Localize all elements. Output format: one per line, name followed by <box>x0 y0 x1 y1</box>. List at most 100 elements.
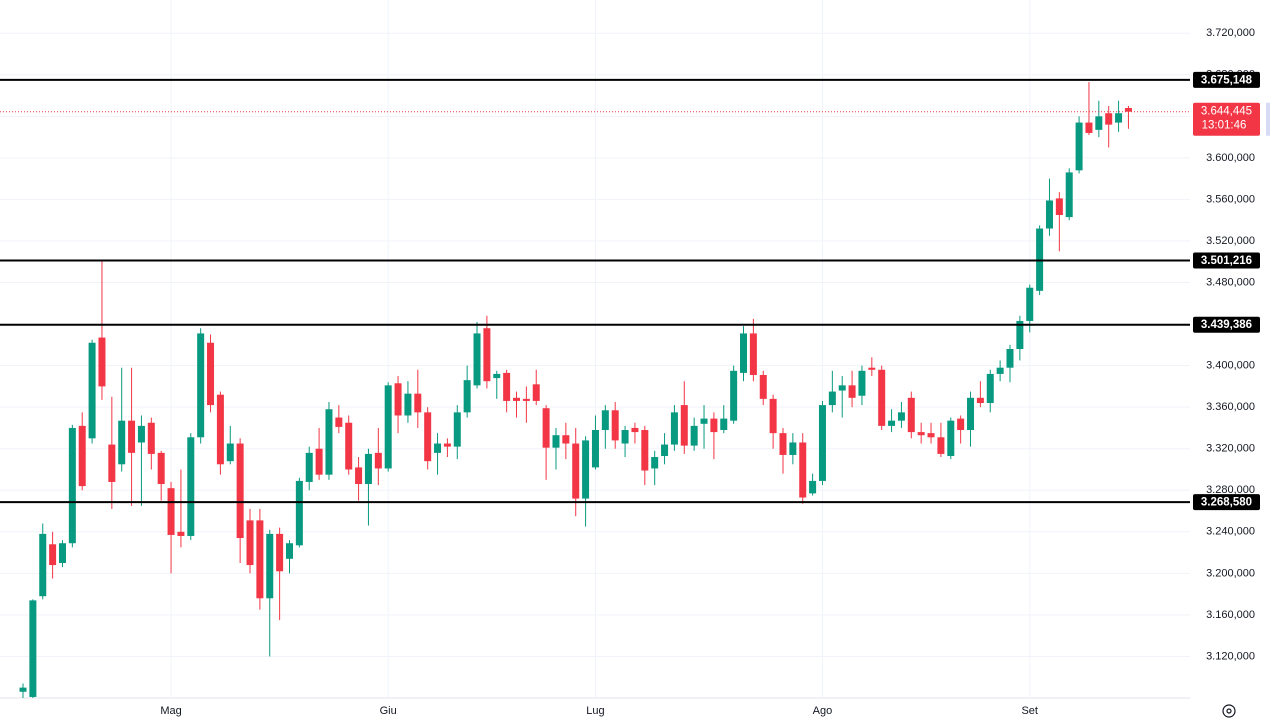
marks <box>19 82 1132 698</box>
y-tick-label: 3.200,000 <box>1206 567 1255 579</box>
candle-body <box>1006 349 1014 368</box>
candle-body <box>858 370 866 396</box>
candle-body <box>700 418 708 424</box>
x-tick-label: Lug <box>586 705 604 717</box>
candle-body <box>680 405 688 446</box>
candle-body <box>1055 198 1063 216</box>
y-tick-label: 3.240,000 <box>1206 526 1255 538</box>
candle-body <box>246 520 254 566</box>
candle-body <box>1045 200 1053 229</box>
candle-body <box>58 543 66 563</box>
y-tick-label: 3.520,000 <box>1206 235 1255 247</box>
candle-body <box>1124 108 1132 112</box>
candle-body <box>1065 172 1073 218</box>
candle-body <box>937 437 945 454</box>
candle-body <box>285 543 293 559</box>
candle-body <box>621 430 629 444</box>
candle-body <box>256 520 264 599</box>
candle-body <box>779 433 787 455</box>
candle-body <box>917 432 925 436</box>
candle-body <box>266 533 274 599</box>
candle-body <box>177 531 185 536</box>
candle-body <box>394 383 402 416</box>
candle-body <box>927 433 935 438</box>
candle-body <box>295 480 303 546</box>
candle-body <box>187 437 195 536</box>
y-tick-label: 3.400,000 <box>1206 360 1255 372</box>
y-tick-label: 3.280,000 <box>1206 484 1255 496</box>
candle-body <box>661 444 669 456</box>
candle-body <box>967 397 975 431</box>
candle-body <box>424 412 432 462</box>
candle-body <box>897 412 905 421</box>
candle-body <box>207 342 215 406</box>
x-tick-label: Set <box>1021 705 1038 717</box>
candle-body <box>503 372 511 401</box>
candle-body <box>947 420 955 456</box>
candle-body <box>216 394 224 465</box>
candle-body <box>730 370 738 421</box>
y-tick-label: 3.360,000 <box>1206 401 1255 413</box>
settings-icon[interactable] <box>1222 704 1236 718</box>
candle-body <box>414 393 422 413</box>
candle-body <box>542 408 550 448</box>
candle-body <box>118 420 126 465</box>
x-tick-label: Ago <box>813 705 833 717</box>
level-label: 3.439,386 <box>1201 319 1252 331</box>
candle-body <box>996 367 1004 374</box>
candle-body <box>345 422 353 470</box>
candle-body <box>443 443 451 447</box>
candle-body <box>236 443 244 539</box>
candle-body <box>720 418 728 431</box>
candle-body <box>88 342 96 439</box>
candle-body <box>68 427 76 544</box>
level-label-box <box>1193 316 1260 333</box>
candle-body <box>1095 116 1103 130</box>
candle-body <box>493 373 501 379</box>
candle-body <box>976 397 984 404</box>
candle-body <box>473 333 481 386</box>
candle-body <box>740 333 748 373</box>
candle-body <box>799 442 807 498</box>
y-tick-label: 3.160,000 <box>1206 609 1255 621</box>
axis-marker <box>1266 102 1270 136</box>
candle-body <box>513 397 520 401</box>
candle-body <box>611 410 619 441</box>
candle-body <box>562 435 570 444</box>
y-tick-label: 3.320,000 <box>1206 443 1255 455</box>
candle-body <box>641 430 649 471</box>
candle-body <box>226 443 234 462</box>
level-label: 3.501,216 <box>1201 255 1252 267</box>
x-tick-label: Mag <box>160 705 181 717</box>
candle-body <box>1105 113 1113 125</box>
candle-body <box>325 409 333 475</box>
candle-body <box>157 452 165 485</box>
candle-body <box>39 533 47 597</box>
candle-body <box>986 373 994 404</box>
candle-body <box>670 412 678 445</box>
last-price-label: 3.644,445 <box>1201 106 1252 118</box>
settings-ring[interactable] <box>1222 704 1236 718</box>
candle-body <box>838 385 846 391</box>
candle-body <box>957 418 965 431</box>
candle-body <box>167 488 175 535</box>
candle-body <box>108 444 116 482</box>
candle-body <box>631 427 639 433</box>
candle-body <box>690 425 698 446</box>
candle-body <box>888 420 896 426</box>
candle-body <box>384 385 392 469</box>
candle-body <box>809 480 817 494</box>
candle-body <box>582 440 590 499</box>
candle-body <box>1075 122 1083 171</box>
candle-body <box>878 369 886 426</box>
candle-body <box>532 384 540 401</box>
candle-body <box>197 333 205 438</box>
candle-body <box>98 337 106 387</box>
candle-body <box>1026 287 1034 321</box>
candle-body <box>453 412 461 447</box>
settings-dot[interactable] <box>1226 708 1232 714</box>
y-tick-label: 3.120,000 <box>1206 650 1255 662</box>
candle-body <box>364 453 372 485</box>
